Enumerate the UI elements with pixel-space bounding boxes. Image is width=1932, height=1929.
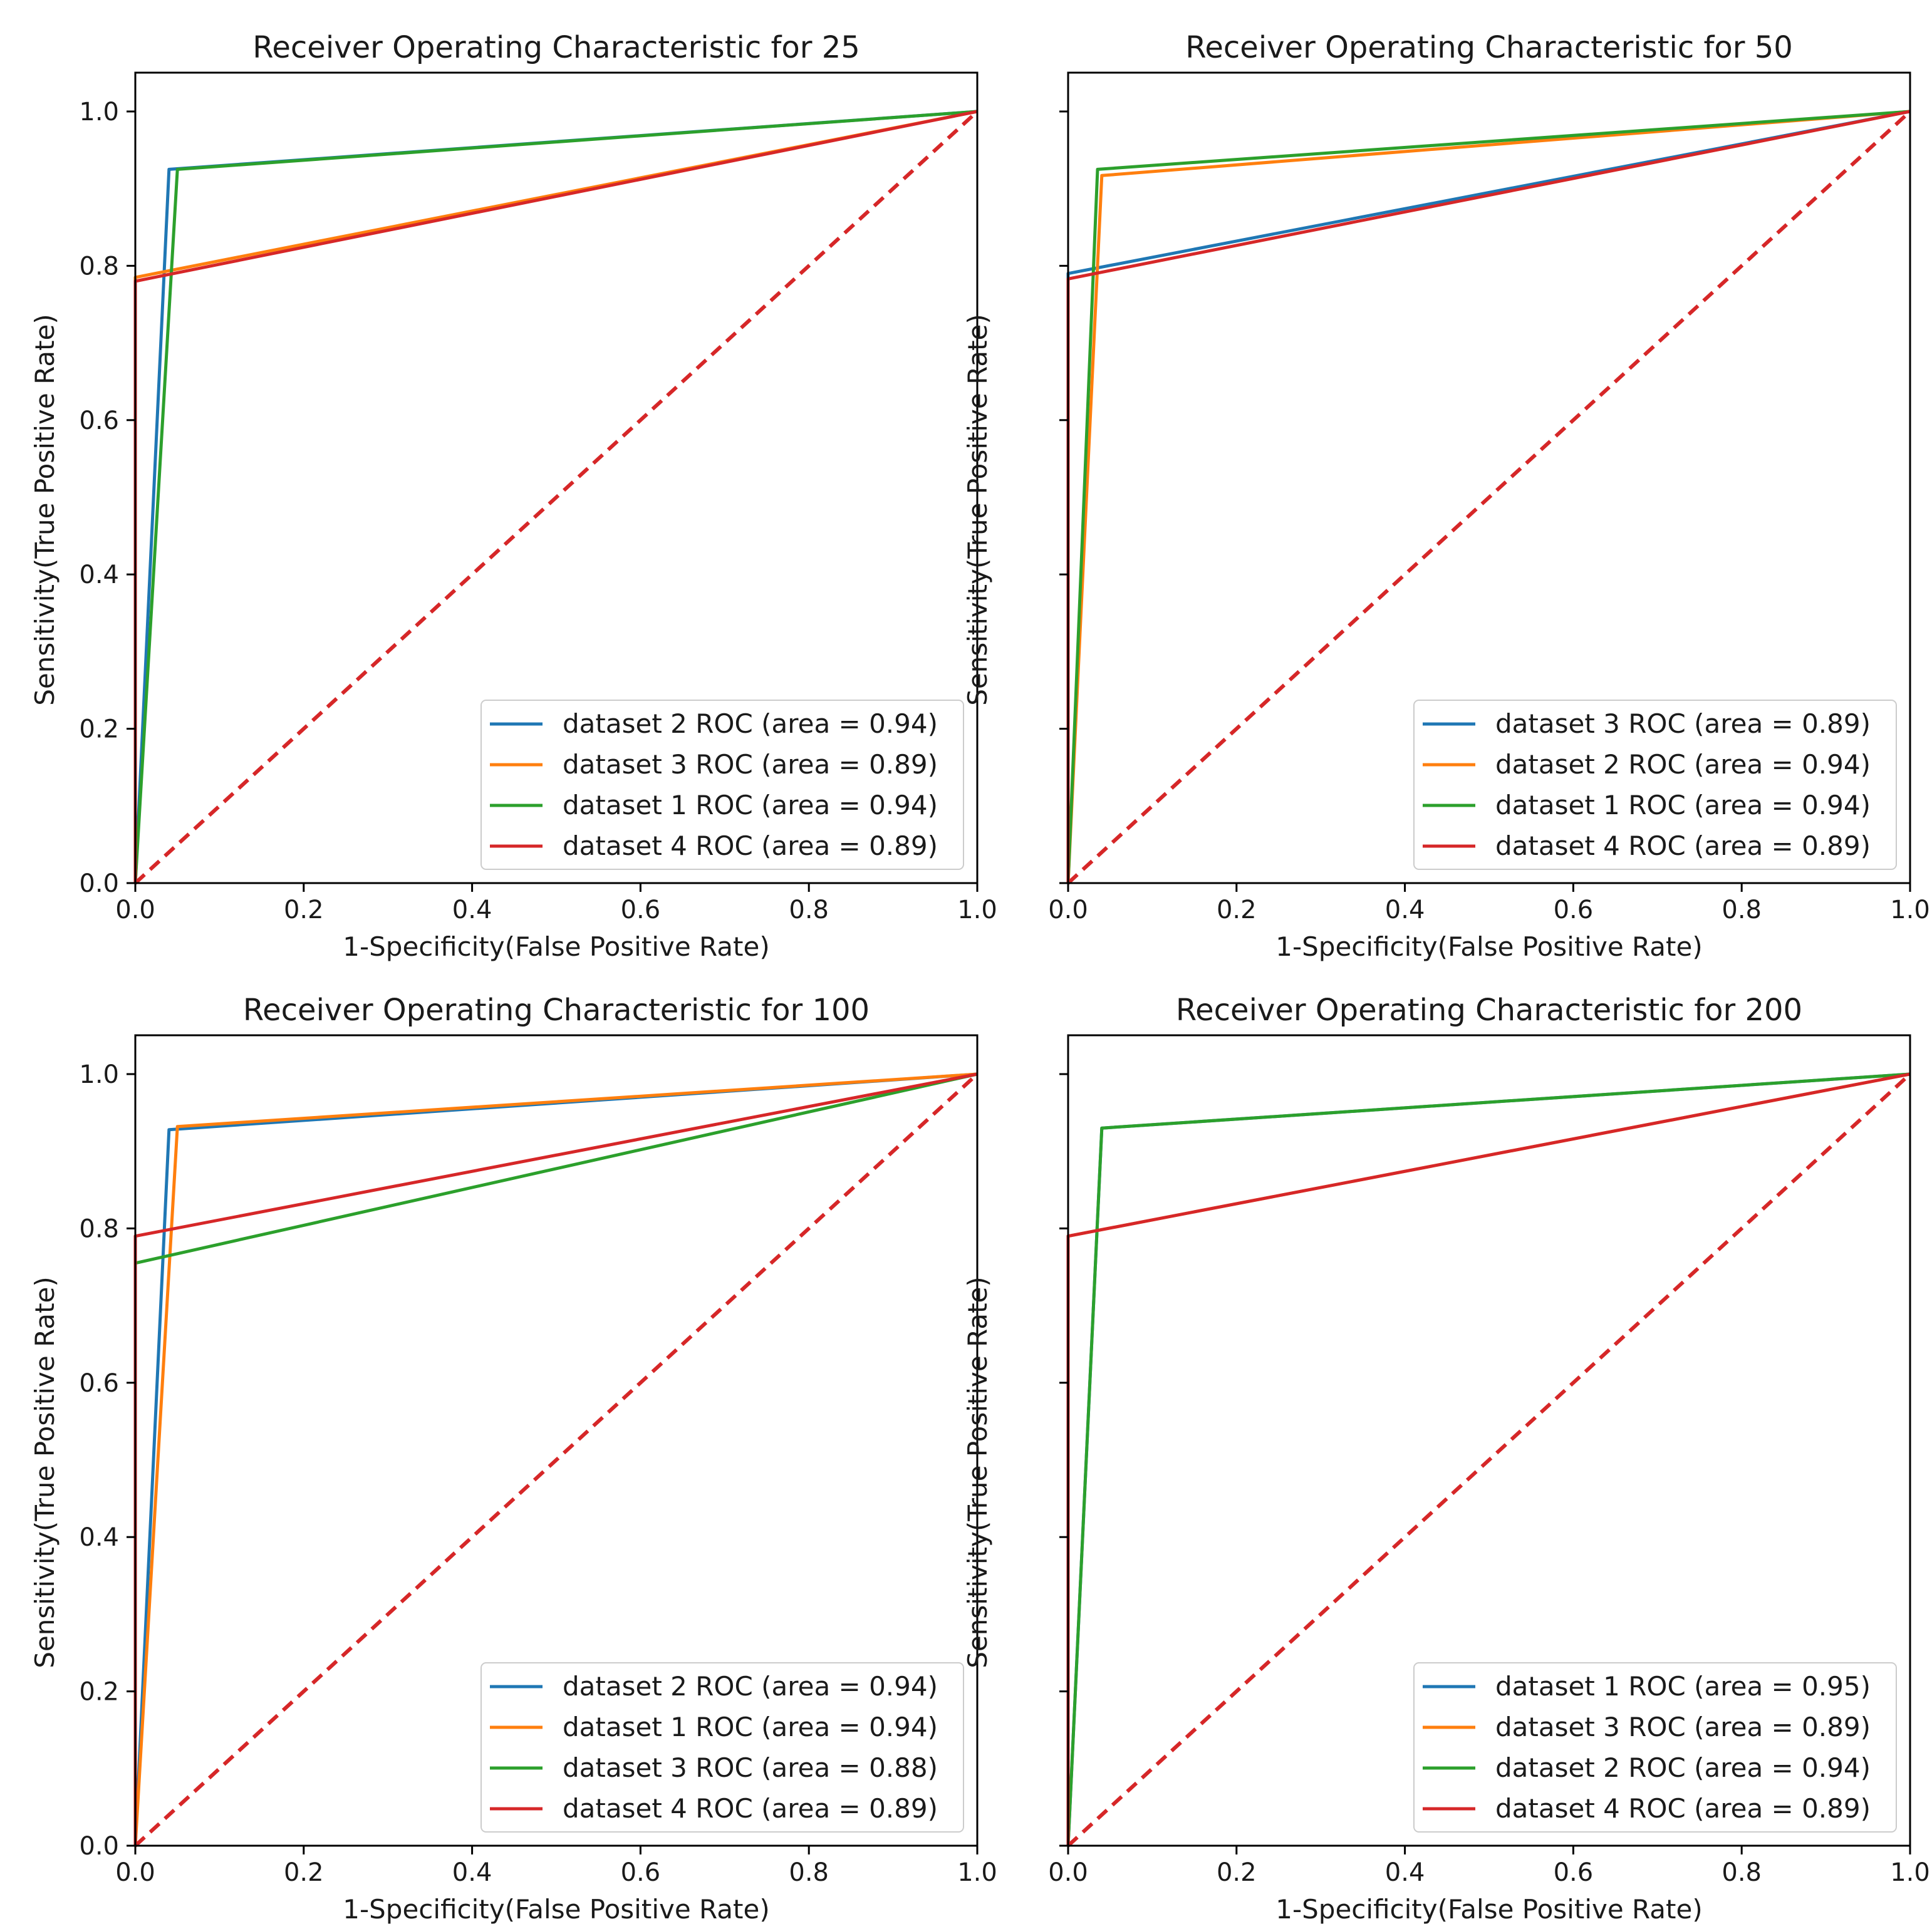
plot-frame bbox=[1067, 1034, 1911, 1847]
x-tick-label: 0.8 bbox=[1722, 896, 1762, 924]
chance-diagonal bbox=[1066, 1072, 1912, 1848]
x-tick-label: 0.6 bbox=[1554, 1858, 1594, 1887]
chart-title: Receiver Operating Characteristic for 10… bbox=[243, 993, 870, 1028]
legend-label: dataset 1 ROC (area = 0.94) bbox=[563, 1712, 938, 1742]
legend-label: dataset 3 ROC (area = 0.88) bbox=[563, 1752, 938, 1783]
plot-frame bbox=[134, 71, 979, 884]
x-tick-label: 0.0 bbox=[1048, 1858, 1088, 1887]
legend-label: dataset 3 ROC (area = 0.89) bbox=[1495, 1712, 1871, 1742]
x-tick-label: 0.4 bbox=[452, 896, 492, 924]
legend: dataset 3 ROC (area = 0.89) dataset 2 ROC… bbox=[1413, 700, 1897, 870]
roc-panel-2: Receiver Operating Characteristic for 50… bbox=[962, 30, 1930, 962]
roc-curve-3 bbox=[133, 110, 978, 884]
roc-panel-3: Receiver Operating Characteristic for 10… bbox=[29, 993, 997, 1925]
y-tick-label: 0.8 bbox=[79, 252, 119, 281]
x-tick-label: 1.0 bbox=[1890, 1858, 1930, 1887]
y-tick-label: 0.4 bbox=[79, 561, 119, 589]
x-tick-label: 0.8 bbox=[789, 896, 829, 924]
legend-box bbox=[1413, 1662, 1897, 1833]
legend-label: dataset 2 ROC (area = 0.94) bbox=[1495, 1752, 1871, 1783]
y-tick-label: 0.6 bbox=[79, 1369, 119, 1398]
x-tick-label: 0.4 bbox=[452, 1858, 492, 1887]
legend-label: dataset 2 ROC (area = 0.94) bbox=[1495, 749, 1871, 780]
y-axis-label: Sensitivity(True Positive Rate) bbox=[29, 1276, 60, 1668]
x-tick-label: 1.0 bbox=[1890, 896, 1930, 924]
x-tick-label: 0.2 bbox=[1217, 1858, 1257, 1887]
legend: dataset 2 ROC (area = 0.94) dataset 3 ROC… bbox=[480, 700, 964, 870]
chance-diagonal bbox=[1066, 110, 1912, 885]
legend: dataset 1 ROC (area = 0.95) dataset 3 ROC… bbox=[1413, 1662, 1897, 1833]
x-tick-label: 0.4 bbox=[1385, 896, 1425, 924]
legend-label: dataset 2 ROC (area = 0.94) bbox=[563, 708, 938, 739]
legend-label: dataset 1 ROC (area = 0.94) bbox=[1495, 790, 1871, 820]
x-tick-label: 0.2 bbox=[284, 1858, 324, 1887]
x-tick-label: 0.6 bbox=[621, 896, 661, 924]
legend-label: dataset 2 ROC (area = 0.94) bbox=[563, 1671, 938, 1702]
y-axis-label: Sensitivity(True Positive Rate) bbox=[962, 1276, 993, 1668]
legend-label: dataset 4 ROC (area = 0.89) bbox=[1495, 1793, 1871, 1824]
chart-title: Receiver Operating Characteristic for 25 bbox=[252, 30, 860, 65]
x-tick-label: 1.0 bbox=[957, 896, 997, 924]
legend-box bbox=[480, 1662, 964, 1833]
chance-diagonal bbox=[133, 1072, 979, 1848]
plot-frame bbox=[1067, 71, 1911, 884]
y-axis-label: Sensitivity(True Positive Rate) bbox=[962, 314, 993, 706]
y-axis-label: Sensitivity(True Positive Rate) bbox=[29, 314, 60, 706]
legend-label: dataset 4 ROC (area = 0.89) bbox=[563, 830, 938, 861]
y-tick-label: 0.2 bbox=[79, 1678, 119, 1707]
x-axis-label: 1-Specificity(False Positive Rate) bbox=[1275, 1894, 1702, 1925]
x-tick-label: 0.0 bbox=[1048, 896, 1088, 924]
y-tick-label: 0.8 bbox=[79, 1214, 119, 1243]
legend-label: dataset 4 ROC (area = 0.89) bbox=[1495, 830, 1871, 861]
x-axis-label: 1-Specificity(False Positive Rate) bbox=[343, 1894, 769, 1925]
y-tick-label: 0.2 bbox=[79, 715, 119, 744]
x-tick-label: 0.6 bbox=[1554, 896, 1594, 924]
x-tick-label: 0.2 bbox=[284, 896, 324, 924]
roc-panel-1: Receiver Operating Characteristic for 25… bbox=[29, 30, 997, 962]
y-tick-label: 0.6 bbox=[79, 406, 119, 435]
x-tick-label: 0.6 bbox=[621, 1858, 661, 1887]
legend-label: dataset 3 ROC (area = 0.89) bbox=[1495, 708, 1871, 739]
legend-label: dataset 4 ROC (area = 0.89) bbox=[563, 1793, 938, 1824]
legend-label: dataset 1 ROC (area = 0.94) bbox=[563, 790, 938, 820]
plot-frame bbox=[134, 1034, 979, 1847]
x-tick-label: 1.0 bbox=[957, 1858, 997, 1887]
y-tick-label: 1.0 bbox=[79, 98, 119, 127]
roc-curve-3 bbox=[1066, 110, 1911, 884]
x-tick-label: 0.8 bbox=[789, 1858, 829, 1887]
x-tick-label: 0.2 bbox=[1217, 896, 1257, 924]
legend-box bbox=[480, 700, 964, 870]
x-tick-label: 0.8 bbox=[1722, 1858, 1762, 1887]
legend: dataset 2 ROC (area = 0.94) dataset 1 ROC… bbox=[480, 1662, 964, 1833]
y-tick-label: 0.4 bbox=[79, 1523, 119, 1552]
chance-diagonal bbox=[133, 110, 979, 885]
x-tick-label: 0.0 bbox=[115, 1858, 155, 1887]
x-tick-label: 0.0 bbox=[115, 896, 155, 924]
legend-label: dataset 3 ROC (area = 0.89) bbox=[563, 749, 938, 780]
y-tick-label: 1.0 bbox=[79, 1060, 119, 1089]
roc-curve-2 bbox=[133, 1072, 978, 1846]
roc-panel-4: Receiver Operating Characteristic for 20… bbox=[962, 993, 1930, 1925]
roc-curve-3 bbox=[1066, 1072, 1911, 1846]
legend-box bbox=[1413, 700, 1897, 870]
x-axis-label: 1-Specificity(False Positive Rate) bbox=[343, 931, 769, 962]
x-tick-label: 0.4 bbox=[1385, 1858, 1425, 1887]
legend-label: dataset 1 ROC (area = 0.95) bbox=[1495, 1671, 1871, 1702]
chart-title: Receiver Operating Characteristic for 50 bbox=[1185, 30, 1793, 65]
chart-title: Receiver Operating Characteristic for 20… bbox=[1176, 993, 1802, 1028]
y-tick-label: 0.0 bbox=[79, 869, 119, 898]
y-tick-label: 0.0 bbox=[79, 1832, 119, 1861]
x-axis-label: 1-Specificity(False Positive Rate) bbox=[1275, 931, 1702, 962]
